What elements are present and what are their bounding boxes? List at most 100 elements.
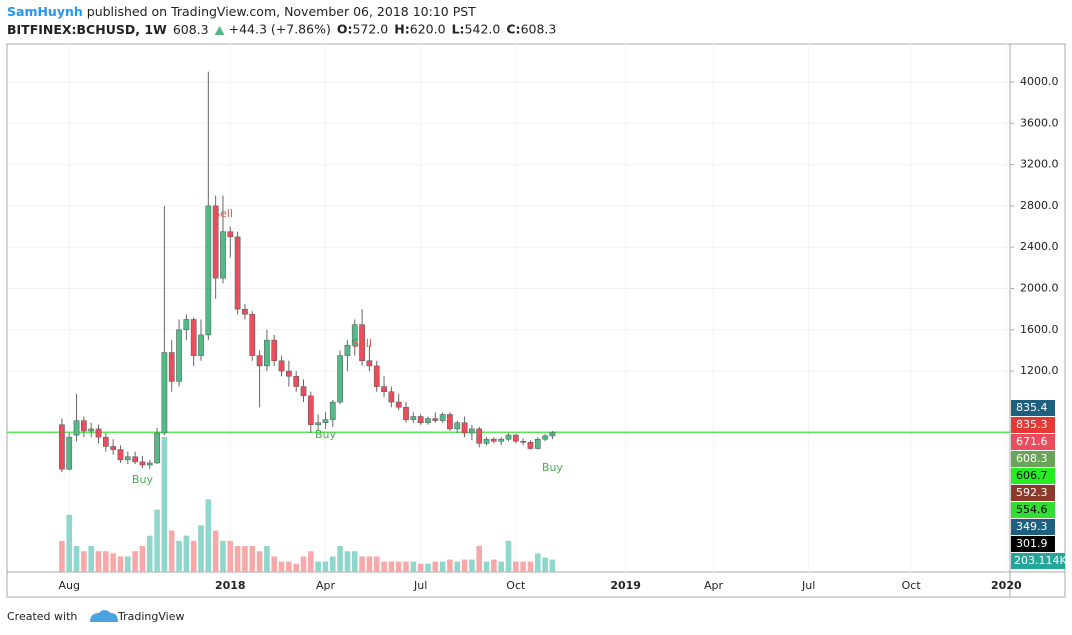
candle-body [81,420,87,432]
candle-body [161,352,168,434]
volume-bar [373,556,380,572]
candle-body [212,205,219,279]
price-badge-label: 592.3 [1016,486,1048,499]
candle-body [95,428,102,438]
volume-bar [242,546,248,572]
change: +44.3 (+7.86%) [229,22,331,37]
candle-body [498,438,505,442]
volume-bar [264,546,270,572]
volume-bar [491,559,497,572]
footer-brand[interactable]: TradingView [117,610,184,623]
price-badge-label: 835.4 [1016,401,1048,414]
header-line: SamHuynh published on TradingView.com, N… [7,4,476,19]
ohlc-key: C: [506,22,520,37]
ohlc-value: 542.0 [465,22,501,37]
volume-bar [183,535,190,572]
candle-body [512,434,519,442]
volume-badge-label: 203.114K [1014,554,1067,567]
candle-body [534,438,541,449]
candle-body [139,461,146,466]
volume-bar [168,530,175,572]
price-badge [1011,468,1055,484]
candle-body [278,360,285,372]
y-tick-label: 2000.0 [1020,281,1059,294]
volume-bar [403,561,409,572]
ohlc-key: L: [452,22,465,37]
footer: Created with TradingView [7,610,184,623]
x-tick-label: 2018 [215,579,246,592]
candle-body [286,370,292,377]
candle-body [425,418,431,423]
x-tick-label: Oct [902,579,922,592]
candle-body [476,428,483,444]
candle-body [132,456,138,463]
x-tick-label: Apr [704,579,724,592]
volume-bar [542,557,548,572]
volume-bar [381,561,387,572]
price-badge-label: 554.6 [1016,503,1048,516]
candle-body [234,236,241,310]
volume-bar [447,559,453,572]
volume-bar [344,551,351,572]
candle-body [505,434,512,440]
candle-body [351,324,358,346]
candle-body [242,308,248,315]
author[interactable]: SamHuynh [7,4,83,19]
ohlc-value: 608.3 [521,22,557,37]
candle-body [205,205,212,336]
symbol-line: BITFINEX:BCHUSD, 1W 608.3 +44.3 (+7.86%) O… [7,22,556,37]
candle-body [344,345,351,356]
candle-body [329,401,336,420]
candle-body [542,435,548,440]
volume-bar [322,561,329,572]
candle-body [337,355,343,403]
volume-bar [234,546,241,572]
candle-body [124,456,131,461]
candle-body [410,416,417,420]
candle-body [249,314,256,356]
y-tick-label: 3600.0 [1020,116,1059,129]
candle-body [176,329,182,382]
candle-body [373,365,380,387]
volume-bar [95,551,102,572]
symbol-name: BITFINEX:BCHUSD, 1W [7,22,167,37]
candle-body [110,446,117,450]
candle-body [395,401,402,408]
volume-bar [549,559,556,572]
volume-bar [337,546,343,572]
volume-bar [469,559,475,572]
change-arrow [214,26,225,35]
candle-body [359,324,365,362]
volume-bar [124,556,131,572]
price-badge-label: 606.7 [1016,469,1048,482]
candle-body [183,319,190,331]
plot: Sell Sell Buy Buy Buy [7,44,1010,572]
price-badge [1011,519,1055,535]
candle-body [315,422,321,426]
volume-bar [534,553,541,572]
candle-body [168,352,175,382]
volume-bar [388,561,395,572]
candle-body [307,395,314,426]
volume-bar [293,563,299,572]
candle-body [293,375,300,387]
volume-bar [476,546,483,572]
volume-bar [366,556,373,572]
signal-label: Buy [542,461,564,474]
price-badge-label: 349.3 [1016,520,1048,533]
candle-body [520,441,526,443]
volume-bar [59,540,65,572]
price-badge [1011,400,1055,416]
ohlc-key: O: [337,22,353,37]
volume-bar [505,540,512,572]
volume-bar [212,530,219,572]
y-tick-label: 4000.0 [1020,75,1059,88]
volume-bar [117,556,124,572]
volume-bar [132,551,138,572]
volume-bar [139,546,146,572]
candle-body [366,360,373,367]
candle-body [198,334,204,356]
footer-created: Created with [7,610,77,623]
signal-label: Sell [213,207,233,220]
